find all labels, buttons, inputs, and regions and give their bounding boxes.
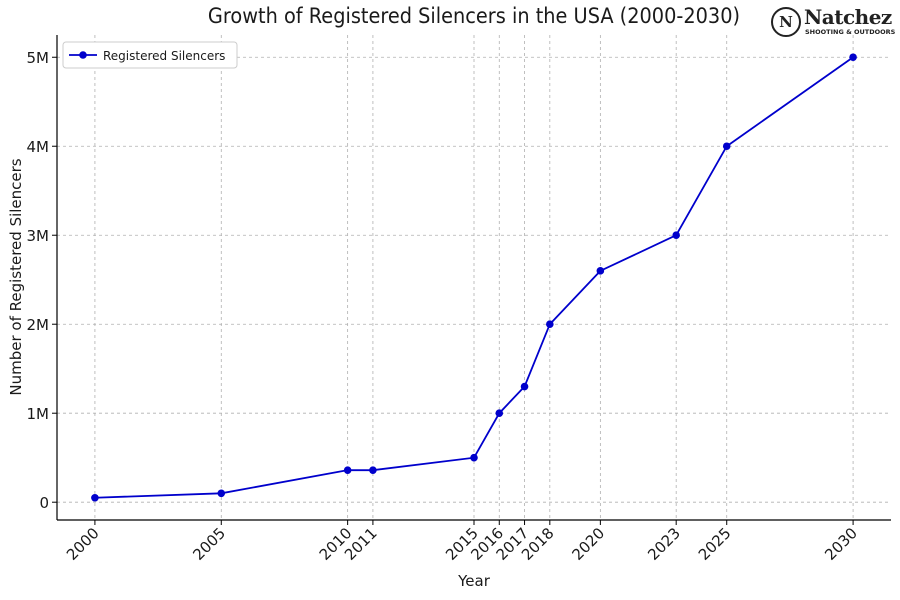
x-tick-label: 2000 xyxy=(63,524,103,564)
logo-tagline: SHOOTING & OUTDOORS xyxy=(805,28,896,36)
data-point xyxy=(495,409,504,418)
y-tick-label: 0 xyxy=(39,494,49,512)
data-point xyxy=(217,489,226,498)
data-point xyxy=(672,231,680,240)
grid xyxy=(57,35,891,520)
y-tick-label: 1M xyxy=(27,405,50,423)
y-tick-label: 3M xyxy=(27,227,50,245)
data-point xyxy=(343,466,352,474)
logo-mark-icon: N xyxy=(771,7,801,37)
data-point xyxy=(470,453,478,462)
legend-box xyxy=(62,41,238,69)
x-tick-label: 2025 xyxy=(695,524,735,564)
series-line xyxy=(94,56,854,499)
x-tick-label: 2030 xyxy=(821,524,861,564)
x-tick-label: 2020 xyxy=(568,524,608,564)
series-group xyxy=(91,53,857,502)
x-tick-label: 2005 xyxy=(189,524,229,564)
y-axis-label: Number of Registered Silencers xyxy=(7,158,25,395)
data-point xyxy=(369,466,377,474)
data-point xyxy=(722,142,731,151)
data-point xyxy=(849,53,857,62)
data-point xyxy=(546,320,554,329)
logo-brand: Natchez xyxy=(804,5,892,29)
data-point xyxy=(91,493,99,502)
legend: Registered Silencers xyxy=(62,41,238,69)
y-axis-ticks: 0 1M 2M 3M 4M 5M xyxy=(27,49,57,512)
brand-logo: N Natchez SHOOTING & OUTDOORS xyxy=(771,5,896,40)
legend-label: Registered Silencers xyxy=(103,49,225,63)
x-tick-label: 2023 xyxy=(644,524,684,564)
data-point xyxy=(596,267,605,275)
data-point xyxy=(520,382,529,391)
y-tick-label: 2M xyxy=(27,316,50,334)
y-tick-label: 5M xyxy=(27,49,50,67)
chart-title: Growth of Registered Silencers in the US… xyxy=(207,4,741,28)
legend-swatch-marker xyxy=(79,51,87,59)
x-axis-label: Year xyxy=(457,572,491,590)
y-tick-label: 4M xyxy=(27,138,50,156)
